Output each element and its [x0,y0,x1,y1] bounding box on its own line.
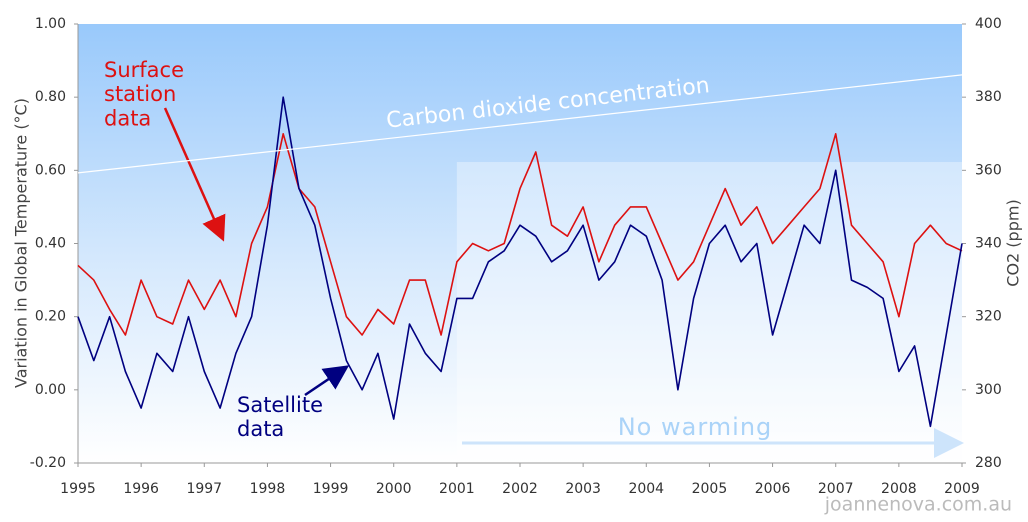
x-tick-label: 1995 [60,481,96,497]
y2-tick-label: 400 [975,16,1002,32]
x-tick-label: 1996 [123,481,159,497]
annotation: No warming [618,413,773,441]
x-tick-label: 2006 [755,481,791,497]
x-tick-label: 1998 [250,481,286,497]
y-tick-label: 0.40 [35,236,66,252]
y-tick-label: 0.60 [35,162,66,178]
series-line [77,133,963,336]
y2-tick-label: 280 [975,455,1002,471]
arrow [163,107,226,242]
x-tick-label: 2004 [628,481,664,497]
y-tick-label: 0.00 [35,382,66,398]
series-line [77,96,963,428]
y-tick-label: 1.00 [35,16,66,32]
series-label: Satellite data [237,393,323,441]
y2-tick-label: 300 [975,382,1002,398]
series-line [77,74,963,174]
x-tick-label: 2009 [944,481,980,497]
y-tick-label: 0.20 [35,309,66,325]
x-tick-label: 2005 [692,481,728,497]
highlight-region [456,162,962,463]
x-tick-label: 2003 [565,481,601,497]
y2-tick-label: 380 [975,89,1002,105]
y2-tick-label: 340 [975,236,1002,252]
series-label: Surface station data [104,58,184,130]
x-tick-label: 2002 [502,481,538,497]
x-tick-label: 1999 [313,481,349,497]
y-axis-label: Variation in Global Temperature (°C) [12,98,31,388]
y-tick-label: -0.20 [30,455,66,471]
x-tick-label: 2008 [881,481,917,497]
y2-tick-label: 320 [975,309,1002,325]
watermark: joannenova.com.au [824,494,1012,516]
x-tick-label: 2000 [376,481,412,497]
y2-tick-label: 360 [975,162,1002,178]
x-tick-label: 2007 [818,481,854,497]
arrow [304,365,350,397]
x-tick-label: 2001 [439,481,475,497]
y2-axis-label: CO2 (ppm) [1004,199,1023,286]
y-tick-label: 0.80 [35,89,66,105]
x-tick-label: 1997 [186,481,222,497]
